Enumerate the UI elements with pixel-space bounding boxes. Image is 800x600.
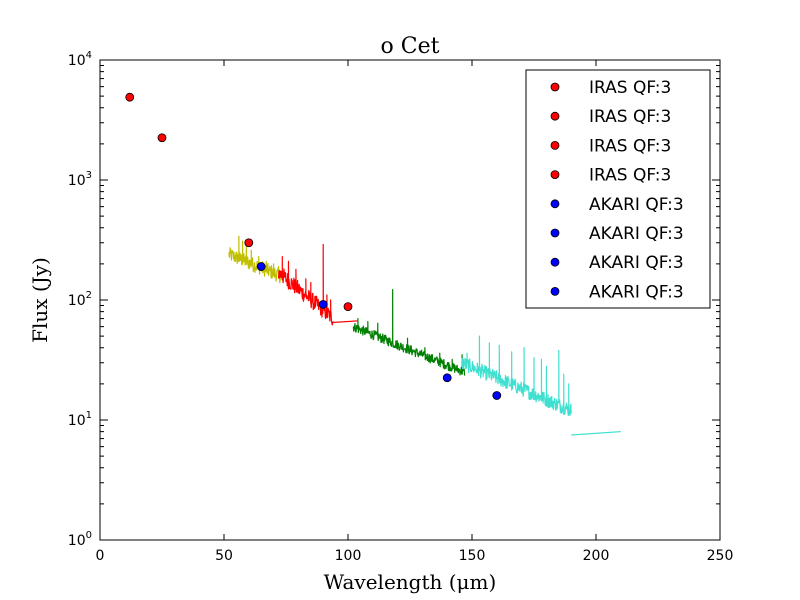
y-tick-base: 10 — [68, 533, 86, 549]
y-tick-label: 103 — [68, 170, 92, 189]
y-tick-base: 10 — [68, 293, 86, 309]
y-tick-exponent: 3 — [86, 170, 92, 181]
y-tick-base: 10 — [68, 413, 86, 429]
chart-title: o Cet — [381, 34, 440, 59]
legend-label: AKARI QF:3 — [589, 253, 684, 273]
points-layer — [125, 92, 502, 400]
y-tick-exponent: 2 — [86, 290, 92, 301]
legend-marker — [550, 170, 560, 180]
y-tick-base: 10 — [68, 53, 86, 69]
legend-marker — [550, 257, 560, 267]
legend-label: IRAS QF:3 — [589, 107, 671, 127]
x-tick-label: 50 — [215, 548, 233, 564]
y-tick-label: 102 — [68, 290, 92, 309]
y-tick-exponent: 0 — [86, 530, 92, 541]
spectrum-yellow — [228, 235, 285, 284]
legend-label: AKARI QF:3 — [589, 282, 684, 302]
legend: IRAS QF:3 IRAS QF:3 IRAS QF:3 IRAS QF:3 AKAR… — [525, 69, 711, 309]
akari-point — [318, 299, 328, 309]
spectrum-red-tail — [332, 320, 359, 324]
y-tick-label: 100 — [68, 530, 92, 549]
x-tick-label: 100 — [335, 548, 362, 564]
legend-label: AKARI QF:3 — [589, 224, 684, 244]
legend-marker — [550, 111, 560, 121]
spectrum-green — [352, 289, 466, 376]
x-tick-label: 0 — [96, 548, 105, 564]
iras-point — [244, 238, 254, 248]
legend-marker — [550, 140, 560, 150]
legend-label: IRAS QF:3 — [589, 136, 671, 156]
iras-point — [343, 302, 353, 312]
spectrum-red — [277, 243, 334, 326]
legend-label: IRAS QF:3 — [589, 166, 671, 186]
x-tick-label: 250 — [707, 548, 734, 564]
akari-point — [442, 373, 452, 383]
spectrum-cyan — [461, 335, 572, 417]
spectra-layer — [228, 235, 621, 436]
y-tick-exponent: 1 — [86, 410, 92, 421]
legend-marker — [550, 286, 560, 296]
spectrum-cyan-tail — [571, 431, 621, 436]
legend-label: IRAS QF:3 — [589, 78, 671, 98]
legend-marker — [550, 199, 560, 209]
legend-marker — [550, 82, 560, 92]
legend-frame — [525, 69, 711, 309]
y-tick-label: 101 — [68, 410, 92, 429]
x-axis-ticks: 0 50 100 150 200 250 — [96, 60, 734, 564]
y-axis-label: Flux (Jy) — [28, 257, 52, 343]
iras-point — [157, 133, 167, 143]
x-tick-label: 150 — [459, 548, 486, 564]
akari-point — [492, 391, 502, 400]
x-tick-label: 200 — [583, 548, 610, 564]
y-tick-base: 10 — [68, 173, 86, 189]
legend-marker — [550, 228, 560, 238]
x-axis-label: Wavelength (μm) — [324, 570, 497, 594]
y-tick-exponent: 4 — [86, 50, 92, 61]
iras-point — [125, 92, 135, 102]
akari-point — [256, 262, 266, 271]
y-tick-label: 104 — [68, 50, 92, 69]
legend-label: AKARI QF:3 — [589, 195, 684, 215]
